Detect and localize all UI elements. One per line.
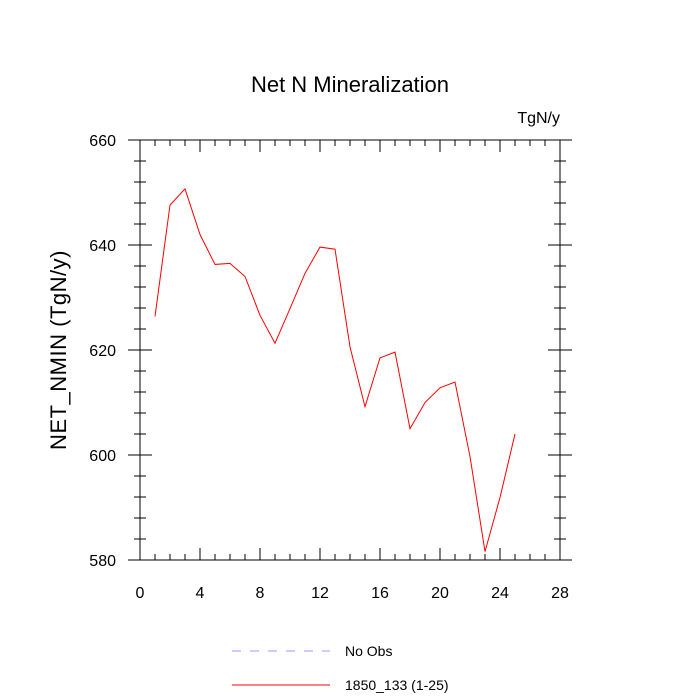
y-tick-label: 600 bbox=[89, 448, 116, 465]
x-tick-labels: 0 4 8 12 16 20 24 28 bbox=[136, 585, 569, 602]
y-tick-label: 660 bbox=[89, 133, 116, 150]
y-tick-label: 580 bbox=[89, 553, 116, 570]
y-tick-labels: 580 600 620 640 660 bbox=[89, 133, 116, 570]
y-tick-label: 620 bbox=[89, 343, 116, 360]
x-tick-label: 4 bbox=[196, 585, 205, 602]
x-tick-label: 16 bbox=[371, 585, 389, 602]
x-tick-label: 24 bbox=[491, 585, 509, 602]
legend-label-no-obs: No Obs bbox=[345, 643, 392, 659]
units-label: TgN/y bbox=[517, 110, 560, 127]
x-tick-label: 8 bbox=[256, 585, 265, 602]
y-axis-label: NET_NMIN (TgN/y) bbox=[46, 250, 71, 450]
series-line-1850-133-1-25- bbox=[154, 187, 516, 552]
y-tick-label: 640 bbox=[89, 238, 116, 255]
x-tick-label: 20 bbox=[431, 585, 449, 602]
legend-label-1850-133: 1850_133 (1-25) bbox=[345, 677, 449, 693]
chart-title: Net N Mineralization bbox=[251, 72, 449, 97]
x-tick-label: 12 bbox=[311, 585, 329, 602]
series-layer bbox=[154, 187, 516, 552]
legend: No Obs 1850_133 (1-25) bbox=[232, 643, 449, 693]
x-tick-label: 0 bbox=[136, 585, 145, 602]
plot-frame bbox=[139, 139, 561, 561]
axis-ticks bbox=[128, 139, 572, 561]
x-tick-label: 28 bbox=[551, 585, 569, 602]
